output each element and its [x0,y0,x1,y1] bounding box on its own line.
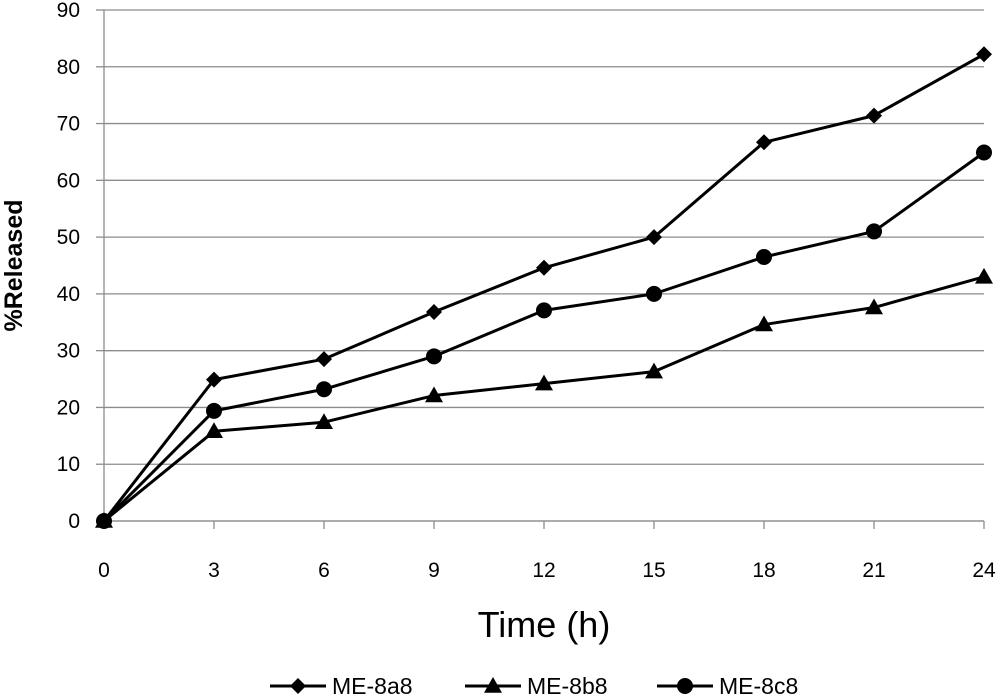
x-tick-label: 12 [532,559,555,582]
x-tick-label: 3 [208,559,220,582]
marker-diamond [426,304,442,321]
marker-triangle [205,422,223,439]
legend-label: ME-8b8 [527,673,608,696]
marker-triangle [645,362,663,379]
x-axis-title: Time (h) [478,604,611,645]
marker-circle [206,402,222,419]
marker-circle [316,381,332,398]
legend-item: ME-8c8 [657,673,798,696]
marker-triangle [755,315,773,332]
marker-diamond [290,678,306,694]
y-tick-label: 40 [57,283,80,306]
x-tick-label: 24 [972,559,996,582]
series-ME-8a8 [96,46,992,529]
marker-circle [536,302,552,319]
marker-diamond [976,46,992,63]
series-group [95,46,993,529]
marker-triangle [484,677,502,693]
legend-label: ME-8c8 [719,673,798,696]
y-tick-label: 30 [57,340,80,363]
legend: ME-8a8 ME-8b8 ME-8c8 [270,673,798,696]
x-tick-label: 6 [318,559,330,582]
marker-diamond [756,134,772,151]
y-tick-label: 0 [68,510,80,533]
marker-circle [646,285,662,302]
y-axis-title: %Released [0,199,28,331]
marker-diamond [536,259,552,276]
x-tick-label: 21 [862,559,885,582]
legend-item: ME-8b8 [465,673,608,696]
marker-diamond [206,371,222,388]
marker-circle [866,223,882,240]
y-tick-label: 20 [57,396,80,419]
series-ME-8c8 [96,144,992,529]
y-tick-label: 60 [57,169,80,192]
marker-triangle [315,413,333,429]
marker-circle [976,144,992,161]
y-tick-label: 50 [57,226,80,249]
series-line [102,52,985,522]
y-tick-labels: 0 10 20 30 40 50 60 70 80 90 [57,0,80,533]
y-tick-label: 70 [57,113,80,136]
marker-diamond [866,107,882,124]
x-tick-label: 15 [642,559,665,582]
y-tick-label: 10 [57,453,80,476]
legend-item: ME-8a8 [270,673,413,696]
y-tick-label: 80 [57,56,80,79]
marker-circle [426,348,442,365]
marker-diamond [646,229,662,246]
y-tick-label: 90 [57,0,80,22]
x-tick-labels: 0 3 6 9 12 15 18 21 24 [98,559,996,582]
marker-circle [96,513,112,529]
marker-circle [756,248,772,265]
grid [104,9,984,522]
x-tick-label: 9 [428,559,440,582]
legend-label: ME-8a8 [332,673,413,696]
series-line [102,151,985,523]
marker-triangle [975,267,993,284]
marker-diamond [316,351,332,368]
marker-triangle [425,386,443,403]
x-tick-label: 18 [752,559,775,582]
marker-triangle [535,374,553,391]
marker-circle [677,678,693,694]
marker-triangle [865,298,883,315]
x-tick-label: 0 [98,559,110,582]
